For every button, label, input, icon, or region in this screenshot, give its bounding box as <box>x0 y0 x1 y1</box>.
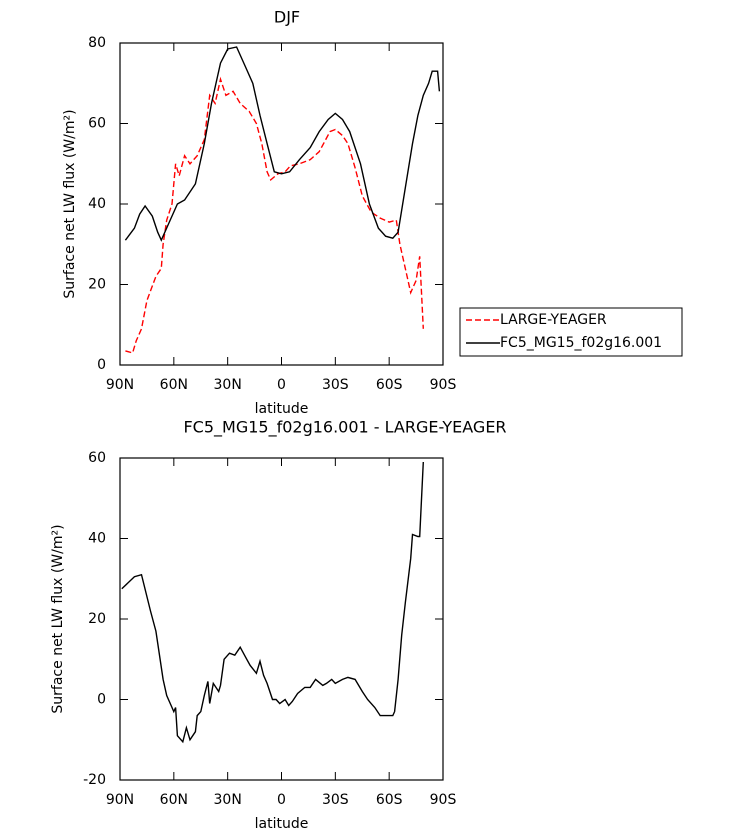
y-tick-label: 60 <box>88 116 106 132</box>
chart-title: FC5_MG15_f02g16.001 - LARGE-YEAGER <box>183 418 506 438</box>
legend-label: LARGE-YEAGER <box>500 312 607 328</box>
data-line <box>124 46 441 242</box>
x-tick-label: 90S <box>430 377 457 393</box>
legend-box <box>459 307 683 357</box>
plot-frame <box>119 457 444 781</box>
x-tick-label: 30N <box>214 377 242 393</box>
y-tick-label: -20 <box>83 772 106 788</box>
chart-title: DJF <box>274 8 300 27</box>
x-axis-label: latitude <box>255 816 309 832</box>
y-axis-label: Surface net LW flux (W/m²) <box>62 109 78 298</box>
y-tick-label: 40 <box>88 531 106 547</box>
data-line <box>125 76 424 354</box>
x-axis-label: latitude <box>255 401 309 417</box>
data-line <box>121 461 424 744</box>
x-tick-label: 0 <box>277 377 286 393</box>
y-tick-label: 20 <box>88 611 106 627</box>
y-tick-label: 0 <box>97 357 106 373</box>
y-tick-label: 40 <box>88 196 106 212</box>
y-tick-label: 20 <box>88 277 106 293</box>
x-tick-label: 30S <box>322 792 349 808</box>
y-tick-label: 0 <box>97 692 106 708</box>
x-tick-label: 60S <box>376 792 403 808</box>
x-tick-label: 0 <box>277 792 286 808</box>
x-tick-label: 90S <box>430 792 457 808</box>
x-tick-label: 60N <box>160 792 188 808</box>
x-tick-label: 30S <box>322 377 349 393</box>
y-tick-label: 80 <box>88 35 106 51</box>
plot-frame <box>119 42 444 366</box>
x-tick-label: 60N <box>160 377 188 393</box>
legend-label: FC5_MG15_f02g16.001 <box>500 335 662 351</box>
x-tick-label: 30N <box>214 792 242 808</box>
x-tick-label: 60S <box>376 377 403 393</box>
y-tick-label: 60 <box>88 450 106 466</box>
x-tick-label: 90N <box>106 792 134 808</box>
x-tick-label: 90N <box>106 377 134 393</box>
y-axis-label: Surface net LW flux (W/m²) <box>50 524 66 713</box>
